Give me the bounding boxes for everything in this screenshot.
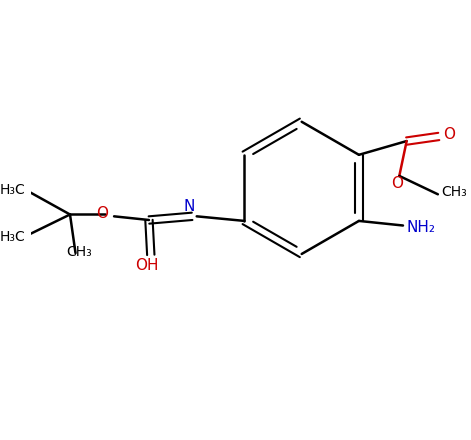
Text: O: O: [391, 176, 404, 191]
Text: NH₂: NH₂: [406, 220, 436, 235]
Text: O: O: [97, 206, 108, 221]
Text: CH₃: CH₃: [66, 245, 92, 259]
Text: H₃C: H₃C: [0, 230, 25, 243]
Text: H₃C: H₃C: [0, 183, 25, 197]
Text: N: N: [184, 198, 195, 213]
Text: CH₃: CH₃: [441, 185, 467, 199]
Text: O: O: [443, 127, 455, 142]
Text: OH: OH: [135, 258, 159, 273]
